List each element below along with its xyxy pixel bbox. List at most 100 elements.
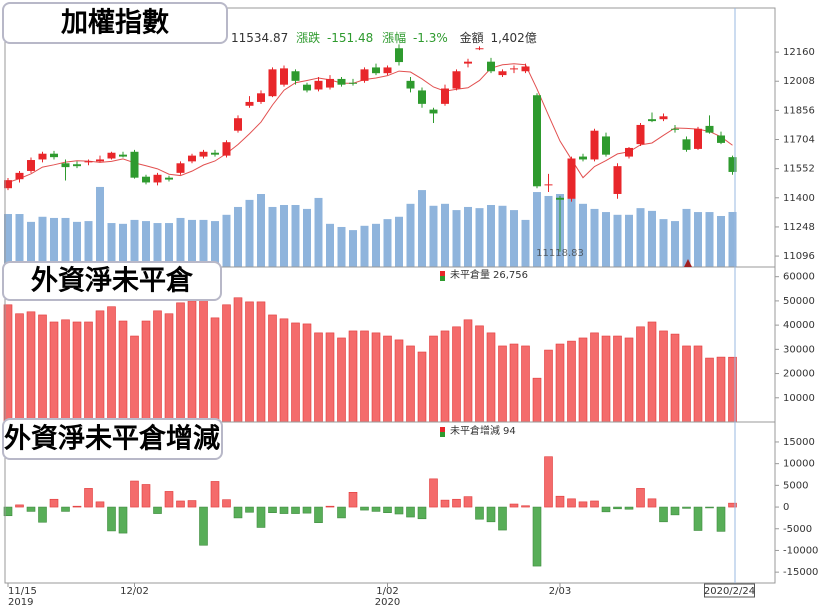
volume-bar [510,210,518,267]
legend-name: 未平倉量 [450,268,490,281]
bar [532,506,542,567]
candle-body [533,95,541,187]
legend-swatch [440,432,445,437]
bar [210,317,220,423]
legend-swatch [440,276,445,281]
volume-bar [153,223,162,267]
volume-bar [291,204,300,267]
candle-body [268,69,277,97]
candle-body [648,119,656,122]
candle-body [556,197,564,200]
candle-body [107,152,116,159]
panel-title: 外資淨未平倉增減 [4,423,220,455]
volume-bar [567,192,576,267]
volume-bar [383,219,392,267]
candle-body [27,160,35,171]
volume-bar [234,206,242,267]
y-tick-label: 12160 [783,47,815,58]
x-tick-label: 2020/2/24 [704,586,755,597]
candle-body [705,125,714,133]
bar [440,499,450,508]
candle-body [682,139,691,150]
volume-bar [61,217,70,267]
volume-bar [579,203,587,267]
candle-body [441,88,449,104]
bar [371,332,381,423]
candle-body [418,90,426,104]
bar [291,506,300,514]
bar [521,345,530,423]
bar [118,320,128,423]
bar [463,496,473,508]
bar [613,506,622,510]
bar [705,506,714,509]
candle-body [4,180,12,189]
volume-bar [188,219,196,267]
bar [659,506,668,523]
candle-body [579,156,587,160]
volume-bar [498,205,507,267]
bar [187,300,197,423]
bar [187,500,197,508]
bar [624,506,634,510]
bar [107,506,116,532]
bar [624,337,634,423]
legend-swatch [440,427,445,432]
change-name: 漲跌 [296,30,320,45]
volume-bar [602,212,610,267]
bar [371,506,381,512]
bar [521,505,530,508]
bar [567,340,576,423]
change-value: -151.48 [327,31,373,45]
volume-bar [38,216,47,267]
bar [682,345,691,423]
bar [268,506,277,513]
volume-bar [395,216,403,267]
candle-body [475,48,484,50]
bar [636,488,645,508]
pct-value: -1.3% [413,31,448,45]
bar [360,506,369,511]
bar [107,306,116,423]
candle-body [291,71,300,81]
bar [130,480,139,508]
candle-body [349,82,357,84]
volume-bar [165,223,173,267]
bar [348,492,358,508]
y-tick-label: 11248 [783,222,815,233]
candle-body [337,78,346,85]
bar [72,505,82,508]
candle-body [510,68,518,70]
bar [716,356,726,423]
bar [728,502,737,508]
bar [440,330,450,423]
bar [84,321,93,423]
pct-name: 漲幅 [382,30,406,45]
bar [452,498,461,508]
volume-bar [636,208,645,267]
bar [222,499,231,508]
y-tick-label: -10000 [783,545,818,556]
bar [590,500,599,508]
bar [532,377,542,423]
x-year-label: 2019 [8,597,33,607]
bar [406,506,415,518]
y-tick-label: 50000 [783,296,815,307]
ma-line [7,63,733,183]
x-tick-label: 12/02 [120,586,149,597]
bar [567,498,576,508]
volume-bar [360,225,369,267]
candle-body [498,71,507,76]
y-tick-label: 0 [783,502,789,513]
candle-body [694,128,702,149]
y-tick-label: 10000 [783,393,815,404]
bar [417,351,427,423]
volume-bar [728,211,737,267]
legend-name: 未平倉增減 [450,424,500,437]
bar [705,357,714,423]
volume-bar [521,219,530,267]
candle-body [176,163,185,173]
plots: 11096 11248 11400 11552 11704 11856 12008 12160… [3,44,818,607]
bar [578,337,588,423]
